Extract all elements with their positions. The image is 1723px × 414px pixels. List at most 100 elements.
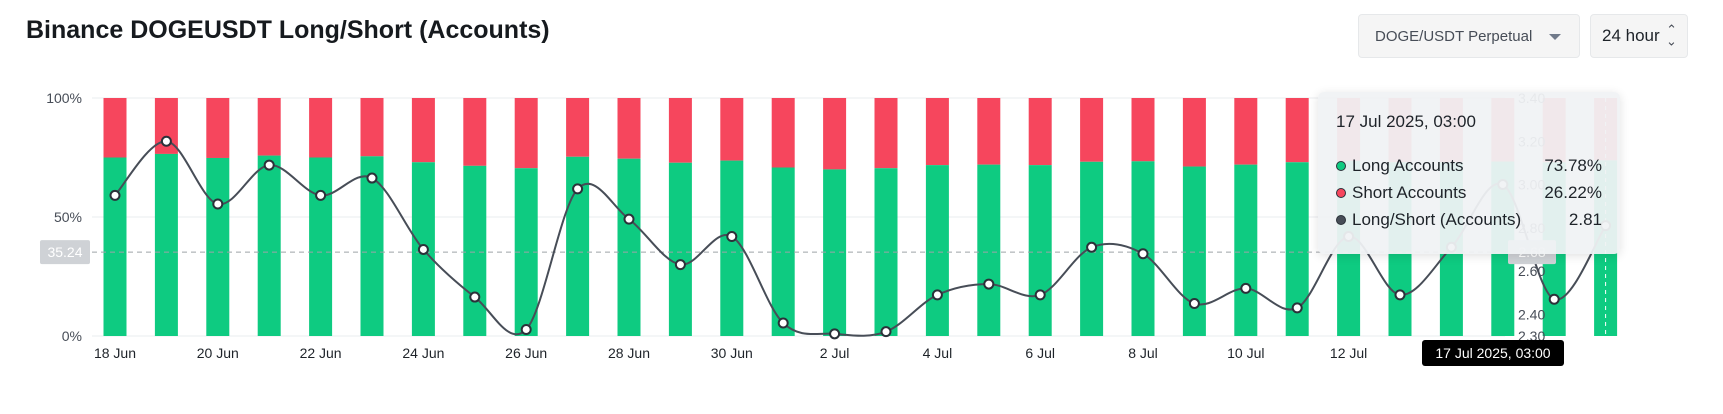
ratio-point bbox=[1086, 241, 1098, 253]
y-tick-label-right: 2.40 bbox=[1518, 306, 1545, 322]
ratio-point bbox=[1394, 289, 1406, 301]
short-bar bbox=[1080, 98, 1104, 162]
x-tick-label: 24 Jun bbox=[402, 345, 444, 361]
y-tick-label-left: 0% bbox=[62, 328, 82, 344]
tooltip-label: Long/Short (Accounts) bbox=[1352, 209, 1522, 229]
market-select-value: DOGE/USDT Perpetual bbox=[1375, 27, 1533, 45]
y-tick-label-right: 2.60 bbox=[1518, 263, 1545, 279]
long-bar bbox=[771, 167, 795, 336]
x-tick-label: 28 Jun bbox=[608, 345, 650, 361]
ratio-point bbox=[1034, 289, 1046, 301]
tooltip-value: 73.78% bbox=[1544, 155, 1602, 175]
short-bar bbox=[360, 98, 384, 157]
long-bar bbox=[1285, 162, 1309, 336]
short-bar bbox=[206, 98, 230, 158]
ratio-point bbox=[726, 230, 738, 242]
short-bar bbox=[514, 98, 538, 169]
long-bar bbox=[823, 169, 847, 336]
ratio-point bbox=[1137, 248, 1149, 260]
tooltip-label: Short Accounts bbox=[1352, 182, 1467, 202]
short-bar bbox=[823, 98, 847, 170]
chart-tooltip: 17 Jul 2025, 03:00 Long Accounts 73.78% … bbox=[1318, 92, 1620, 254]
short-bar bbox=[257, 98, 281, 156]
long-bar bbox=[668, 162, 692, 336]
short-bar bbox=[411, 98, 435, 163]
ratio-point bbox=[829, 328, 841, 340]
long-bar bbox=[925, 165, 949, 336]
ratio-point bbox=[983, 278, 995, 290]
short-bar bbox=[154, 98, 178, 154]
tooltip-value: 26.22% bbox=[1544, 182, 1602, 202]
x-tick-label: 18 Jun bbox=[94, 345, 136, 361]
short-bar bbox=[771, 98, 795, 168]
ratio-point bbox=[572, 183, 584, 195]
long-bar bbox=[103, 157, 127, 336]
long-bar bbox=[1182, 166, 1206, 336]
short-bar bbox=[1131, 98, 1155, 162]
period-select[interactable]: 24 hour ⌃ ⌃ bbox=[1590, 14, 1688, 58]
long-bar bbox=[720, 160, 744, 336]
short-bar bbox=[1234, 98, 1258, 165]
ratio-line bbox=[109, 135, 1612, 340]
short-bar bbox=[1028, 98, 1052, 166]
long-bar bbox=[360, 156, 384, 336]
x-tick-label: 22 Jun bbox=[300, 345, 342, 361]
short-bar bbox=[309, 98, 333, 158]
ratio-point bbox=[931, 289, 943, 301]
short-bar bbox=[103, 98, 127, 158]
x-tick-label: 20 Jun bbox=[197, 345, 239, 361]
long-bar bbox=[309, 157, 333, 336]
ratio-point bbox=[1548, 293, 1560, 305]
ratio-point bbox=[366, 172, 378, 184]
long-bar bbox=[1028, 165, 1052, 336]
short-bar bbox=[1182, 98, 1206, 167]
ratio-point bbox=[623, 213, 635, 225]
ratio-point bbox=[212, 198, 224, 210]
chevron-down-icon bbox=[1549, 34, 1561, 40]
crosshair-x-label: 17 Jul 2025, 03:00 bbox=[1435, 345, 1550, 361]
x-tick-label: 4 Jul bbox=[923, 345, 953, 361]
tooltip-row-ratio: Long/Short (Accounts) 2.81 bbox=[1336, 206, 1602, 233]
ratio-point bbox=[160, 135, 172, 147]
y-tick-label-left: 100% bbox=[46, 90, 82, 106]
ratio-point bbox=[777, 317, 789, 329]
long-bar bbox=[1234, 164, 1258, 336]
market-select[interactable]: DOGE/USDT Perpetual bbox=[1358, 14, 1580, 58]
crosshair-left-label: 35.24 bbox=[47, 244, 82, 260]
tooltip-row-short: Short Accounts 26.22% bbox=[1336, 179, 1602, 206]
tooltip-row-long: Long Accounts 73.78% bbox=[1336, 152, 1602, 179]
short-bar bbox=[1285, 98, 1309, 163]
x-tick-label: 26 Jun bbox=[505, 345, 547, 361]
long-bar bbox=[617, 158, 641, 336]
long-bar bbox=[566, 156, 590, 336]
x-tick-label: 2 Jul bbox=[820, 345, 850, 361]
x-tick-label: 30 Jun bbox=[711, 345, 753, 361]
ratio-point bbox=[109, 189, 121, 201]
short-bar bbox=[463, 98, 487, 166]
period-select-value: 24 hour bbox=[1602, 26, 1660, 45]
tooltip-time: 17 Jul 2025, 03:00 bbox=[1336, 112, 1476, 131]
tooltip-value: 2.81 bbox=[1568, 209, 1602, 229]
long-bar bbox=[154, 153, 178, 336]
short-bar bbox=[617, 98, 641, 159]
ratio-point bbox=[520, 324, 532, 336]
y-tick-label-left: 50% bbox=[54, 209, 82, 225]
short-bar bbox=[925, 98, 949, 166]
ratio-point bbox=[469, 291, 481, 303]
long-bar bbox=[977, 164, 1001, 336]
ratio-point bbox=[315, 189, 327, 201]
long-dot-icon bbox=[1336, 160, 1346, 171]
x-tick-label: 12 Jul bbox=[1330, 345, 1367, 361]
ratio-point bbox=[1291, 302, 1303, 314]
short-bar bbox=[566, 98, 590, 157]
long-bar bbox=[206, 157, 230, 336]
ratio-point bbox=[1240, 282, 1252, 294]
ratio-dot-icon bbox=[1336, 214, 1346, 225]
tooltip-label: Long Accounts bbox=[1352, 155, 1464, 175]
long-bar bbox=[257, 155, 281, 336]
x-tick-label: 8 Jul bbox=[1128, 345, 1158, 361]
up-down-chevron-icon: ⌃ ⌃ bbox=[1666, 22, 1677, 48]
short-bar bbox=[668, 98, 692, 163]
ratio-point bbox=[417, 243, 429, 255]
